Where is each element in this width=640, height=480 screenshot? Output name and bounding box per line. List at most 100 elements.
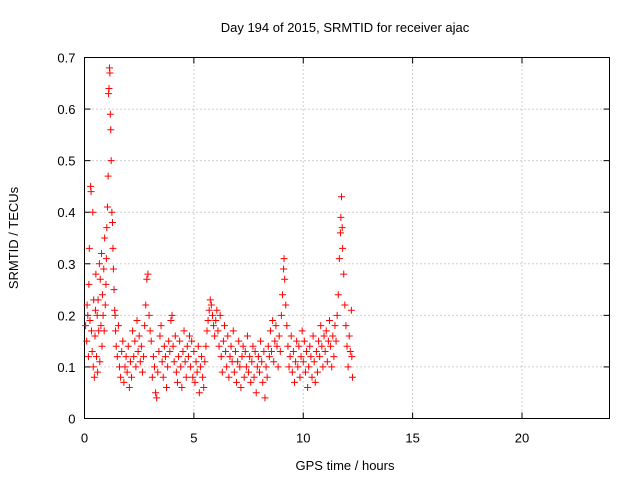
data-point bbox=[91, 332, 99, 340]
data-point bbox=[133, 317, 141, 325]
data-point bbox=[129, 327, 137, 335]
data-point bbox=[312, 347, 320, 355]
data-point bbox=[114, 322, 122, 330]
data-point bbox=[163, 384, 171, 392]
data-point bbox=[241, 347, 249, 355]
data-point bbox=[299, 358, 307, 366]
data-point bbox=[291, 378, 298, 386]
x-tick-label: 20 bbox=[515, 431, 529, 446]
data-point bbox=[285, 363, 293, 371]
data-point bbox=[233, 378, 241, 386]
data-point bbox=[264, 342, 272, 350]
data-point bbox=[222, 347, 230, 355]
data-point bbox=[219, 337, 227, 345]
data-point bbox=[207, 301, 215, 309]
data-point bbox=[192, 358, 200, 366]
data-point bbox=[87, 188, 95, 196]
data-point bbox=[281, 275, 289, 283]
data-point bbox=[217, 353, 225, 361]
data-point bbox=[339, 244, 347, 252]
data-point bbox=[346, 347, 354, 355]
data-point bbox=[119, 337, 127, 345]
data-point bbox=[327, 342, 335, 350]
data-point bbox=[109, 219, 116, 227]
data-point bbox=[110, 286, 118, 294]
data-point bbox=[93, 311, 101, 319]
data-point bbox=[91, 306, 99, 314]
data-point bbox=[107, 157, 115, 165]
data-point bbox=[347, 306, 355, 314]
data-point bbox=[156, 332, 164, 340]
data-point bbox=[94, 296, 102, 304]
x-tick-label: 0 bbox=[81, 431, 88, 446]
data-point bbox=[245, 368, 253, 376]
data-point bbox=[328, 363, 336, 371]
data-point bbox=[260, 347, 268, 355]
data-point bbox=[301, 368, 309, 376]
data-point bbox=[317, 322, 325, 330]
data-point bbox=[345, 332, 353, 340]
data-point bbox=[96, 275, 104, 283]
data-point bbox=[297, 353, 305, 361]
data-point bbox=[158, 358, 166, 366]
data-point bbox=[164, 363, 172, 371]
data-point bbox=[343, 342, 351, 350]
data-point bbox=[135, 332, 143, 340]
data-point bbox=[84, 311, 92, 319]
data-point bbox=[306, 342, 314, 350]
data-point bbox=[134, 347, 142, 355]
y-ticks: 0 0.1 0.2 0.3 0.4 0.5 0.6 0.7 bbox=[57, 51, 610, 427]
data-point bbox=[315, 337, 323, 345]
data-point bbox=[109, 265, 117, 273]
data-point bbox=[103, 224, 111, 232]
data-point bbox=[230, 368, 238, 376]
data-point bbox=[98, 249, 106, 257]
data-point bbox=[276, 347, 284, 355]
data-point bbox=[188, 337, 196, 345]
data-point bbox=[304, 384, 312, 392]
data-point bbox=[275, 332, 283, 340]
data-point bbox=[169, 342, 177, 350]
y-tick-label: 0.7 bbox=[57, 51, 75, 66]
data-point bbox=[326, 317, 333, 325]
data-point bbox=[234, 358, 242, 366]
data-point bbox=[341, 301, 349, 309]
data-point bbox=[189, 373, 197, 381]
data-point bbox=[106, 69, 114, 77]
data-point bbox=[296, 373, 304, 381]
data-point bbox=[270, 358, 278, 366]
data-point bbox=[235, 337, 243, 345]
data-point bbox=[338, 224, 346, 232]
data-point bbox=[170, 358, 178, 366]
data-point bbox=[144, 270, 152, 278]
y-tick-label: 0.5 bbox=[57, 154, 75, 169]
data-point bbox=[105, 84, 113, 92]
data-point bbox=[124, 342, 132, 350]
data-point bbox=[274, 363, 282, 371]
data-point bbox=[293, 337, 301, 345]
data-point bbox=[273, 342, 281, 350]
data-point bbox=[112, 327, 120, 335]
data-point bbox=[248, 358, 256, 366]
data-point bbox=[218, 368, 226, 376]
data-point bbox=[142, 301, 150, 309]
data-point bbox=[308, 373, 316, 381]
y-axis-label: SRMTID / TECUs bbox=[6, 186, 21, 289]
data-point bbox=[236, 363, 244, 371]
data-point bbox=[90, 373, 98, 381]
data-point bbox=[215, 342, 223, 350]
y-tick-label: 0.4 bbox=[57, 205, 75, 220]
data-point bbox=[88, 347, 96, 355]
data-point bbox=[225, 373, 233, 381]
data-point bbox=[286, 353, 294, 361]
data-point bbox=[107, 126, 115, 134]
data-point bbox=[121, 363, 129, 371]
data-point bbox=[278, 291, 286, 299]
data-point bbox=[182, 373, 190, 381]
data-point bbox=[238, 353, 246, 361]
data-point bbox=[94, 368, 102, 376]
data-point bbox=[161, 353, 169, 361]
data-point bbox=[160, 342, 168, 350]
data-point bbox=[123, 368, 131, 376]
data-point bbox=[113, 353, 121, 361]
